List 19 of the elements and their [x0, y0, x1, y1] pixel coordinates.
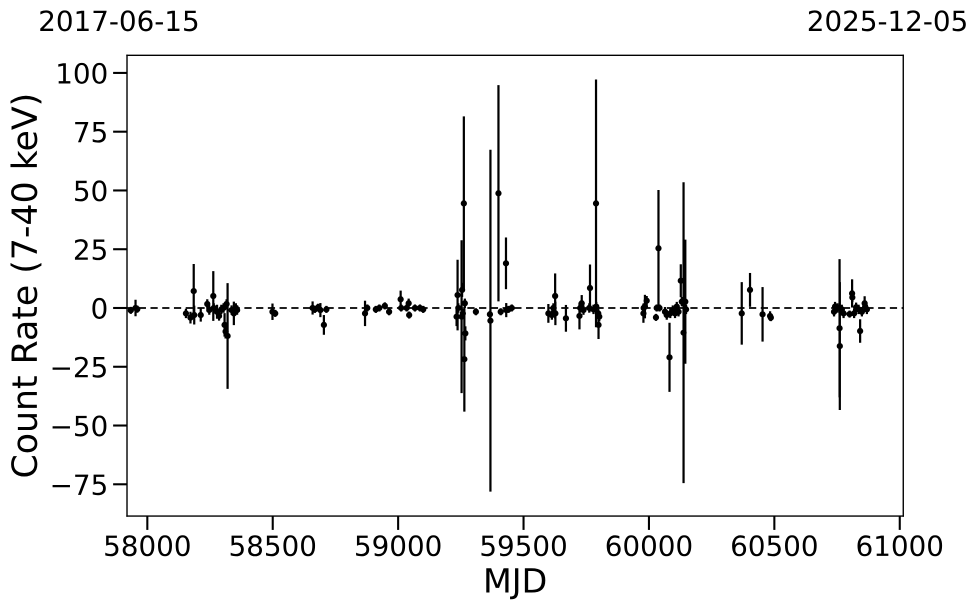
x-tick-label: 59000: [356, 535, 440, 556]
y-tick-label: 100: [58, 62, 106, 84]
text: 2025-12-05: [808, 10, 966, 32]
x-tick-label: 58000: [105, 535, 190, 556]
y-tick-label: −50: [52, 415, 106, 436]
y-tick-label: −75: [52, 474, 106, 496]
y-axis-title: Count Rate (7-40 keV): [10, 96, 42, 477]
x-tick-label: 60500: [732, 535, 817, 556]
y-tick-label: 25: [74, 239, 106, 260]
x-axis-title: MJD: [486, 568, 546, 600]
y-tick-label: 0: [92, 298, 106, 319]
x-tick-label: 61000: [858, 535, 942, 556]
y-tick-label: 50: [75, 180, 106, 202]
x-tick-label: 59500: [482, 535, 566, 556]
text: 2017-06-15: [40, 10, 198, 32]
x-tick-label: 58500: [230, 535, 316, 556]
y-tick-label: −25: [52, 356, 106, 378]
x-tick-label: 60000: [606, 535, 692, 556]
y-tick-label: 75: [75, 122, 106, 143]
